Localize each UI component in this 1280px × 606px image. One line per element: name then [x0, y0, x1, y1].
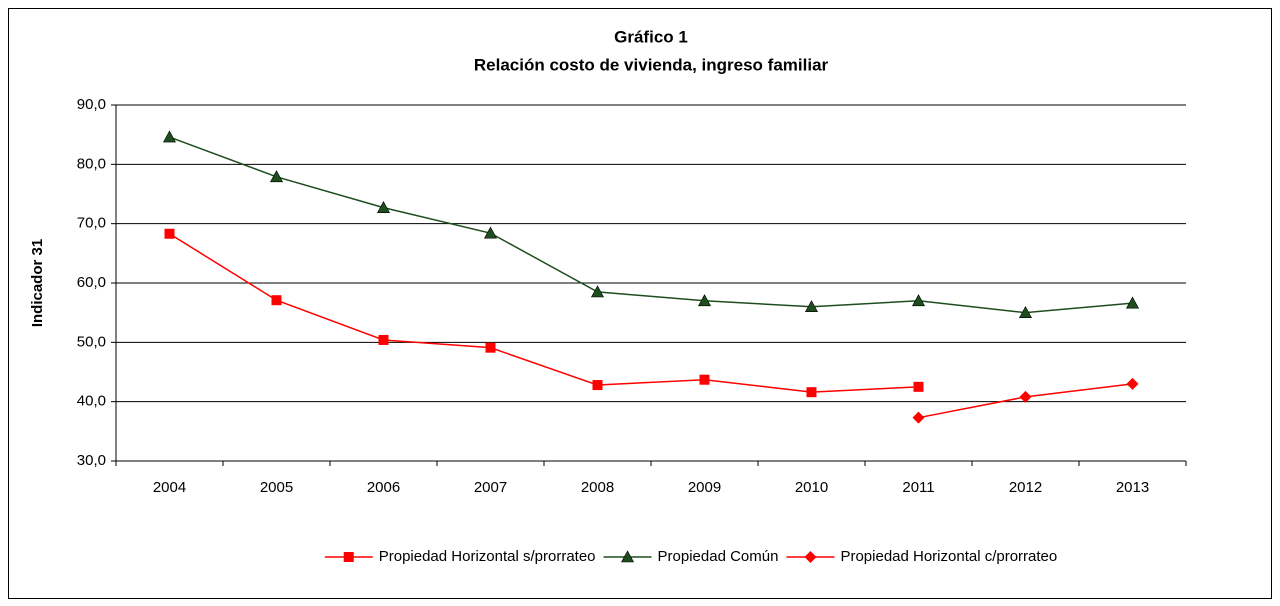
data-point — [806, 387, 817, 398]
y-tick-label: 80,0 — [77, 155, 106, 172]
y-tick-label: 30,0 — [77, 452, 106, 469]
data-point — [1018, 306, 1033, 318]
data-point — [592, 380, 603, 391]
data-point — [164, 228, 175, 239]
chart-title: Gráfico 1 — [614, 27, 688, 46]
y-tick-label: 70,0 — [77, 215, 106, 232]
legend-marker — [804, 551, 817, 563]
data-point — [269, 170, 284, 183]
x-tick-label: 2007 — [474, 479, 507, 496]
data-point — [699, 374, 710, 385]
data-point — [376, 201, 391, 213]
chart-border — [8, 8, 1272, 599]
y-tick-label: 90,0 — [77, 96, 106, 113]
data-point — [485, 342, 496, 353]
data-point — [271, 295, 282, 306]
series-line — [169, 136, 1133, 314]
data-point — [912, 411, 925, 424]
chart-subtitle: Relación costo de vivienda, ingreso fami… — [474, 55, 829, 74]
y-tick-label: 40,0 — [77, 393, 106, 410]
series-line — [169, 233, 919, 393]
legend-label: Propiedad Común — [658, 548, 779, 565]
x-tick-label: 2012 — [1009, 479, 1042, 496]
y-tick-label: 50,0 — [77, 333, 106, 350]
data-point — [162, 130, 177, 143]
legend-label: Propiedad Horizontal c/prorrateo — [840, 548, 1057, 565]
x-tick-label: 2013 — [1116, 479, 1149, 496]
data-point — [911, 294, 926, 307]
data-point — [804, 300, 819, 313]
data-point — [1126, 377, 1139, 390]
legend-marker — [343, 552, 354, 562]
x-tick-label: 2005 — [260, 479, 293, 496]
x-tick-label: 2010 — [795, 479, 828, 496]
legend-label: Propiedad Horizontal s/prorrateo — [379, 548, 596, 565]
data-point — [913, 381, 924, 392]
y-axis-label: Indicador 31 — [29, 239, 46, 327]
legend-marker — [621, 550, 635, 563]
x-tick-label: 2004 — [153, 479, 186, 496]
data-point — [378, 334, 389, 345]
data-point — [1019, 390, 1032, 403]
x-tick-label: 2008 — [581, 479, 614, 496]
data-point — [697, 294, 712, 307]
data-point — [483, 226, 498, 239]
data-point — [590, 285, 605, 298]
y-tick-label: 60,0 — [77, 274, 106, 291]
x-tick-label: 2009 — [688, 479, 721, 496]
data-point — [1125, 296, 1140, 309]
x-tick-label: 2011 — [902, 479, 934, 496]
x-tick-label: 2006 — [367, 479, 400, 496]
